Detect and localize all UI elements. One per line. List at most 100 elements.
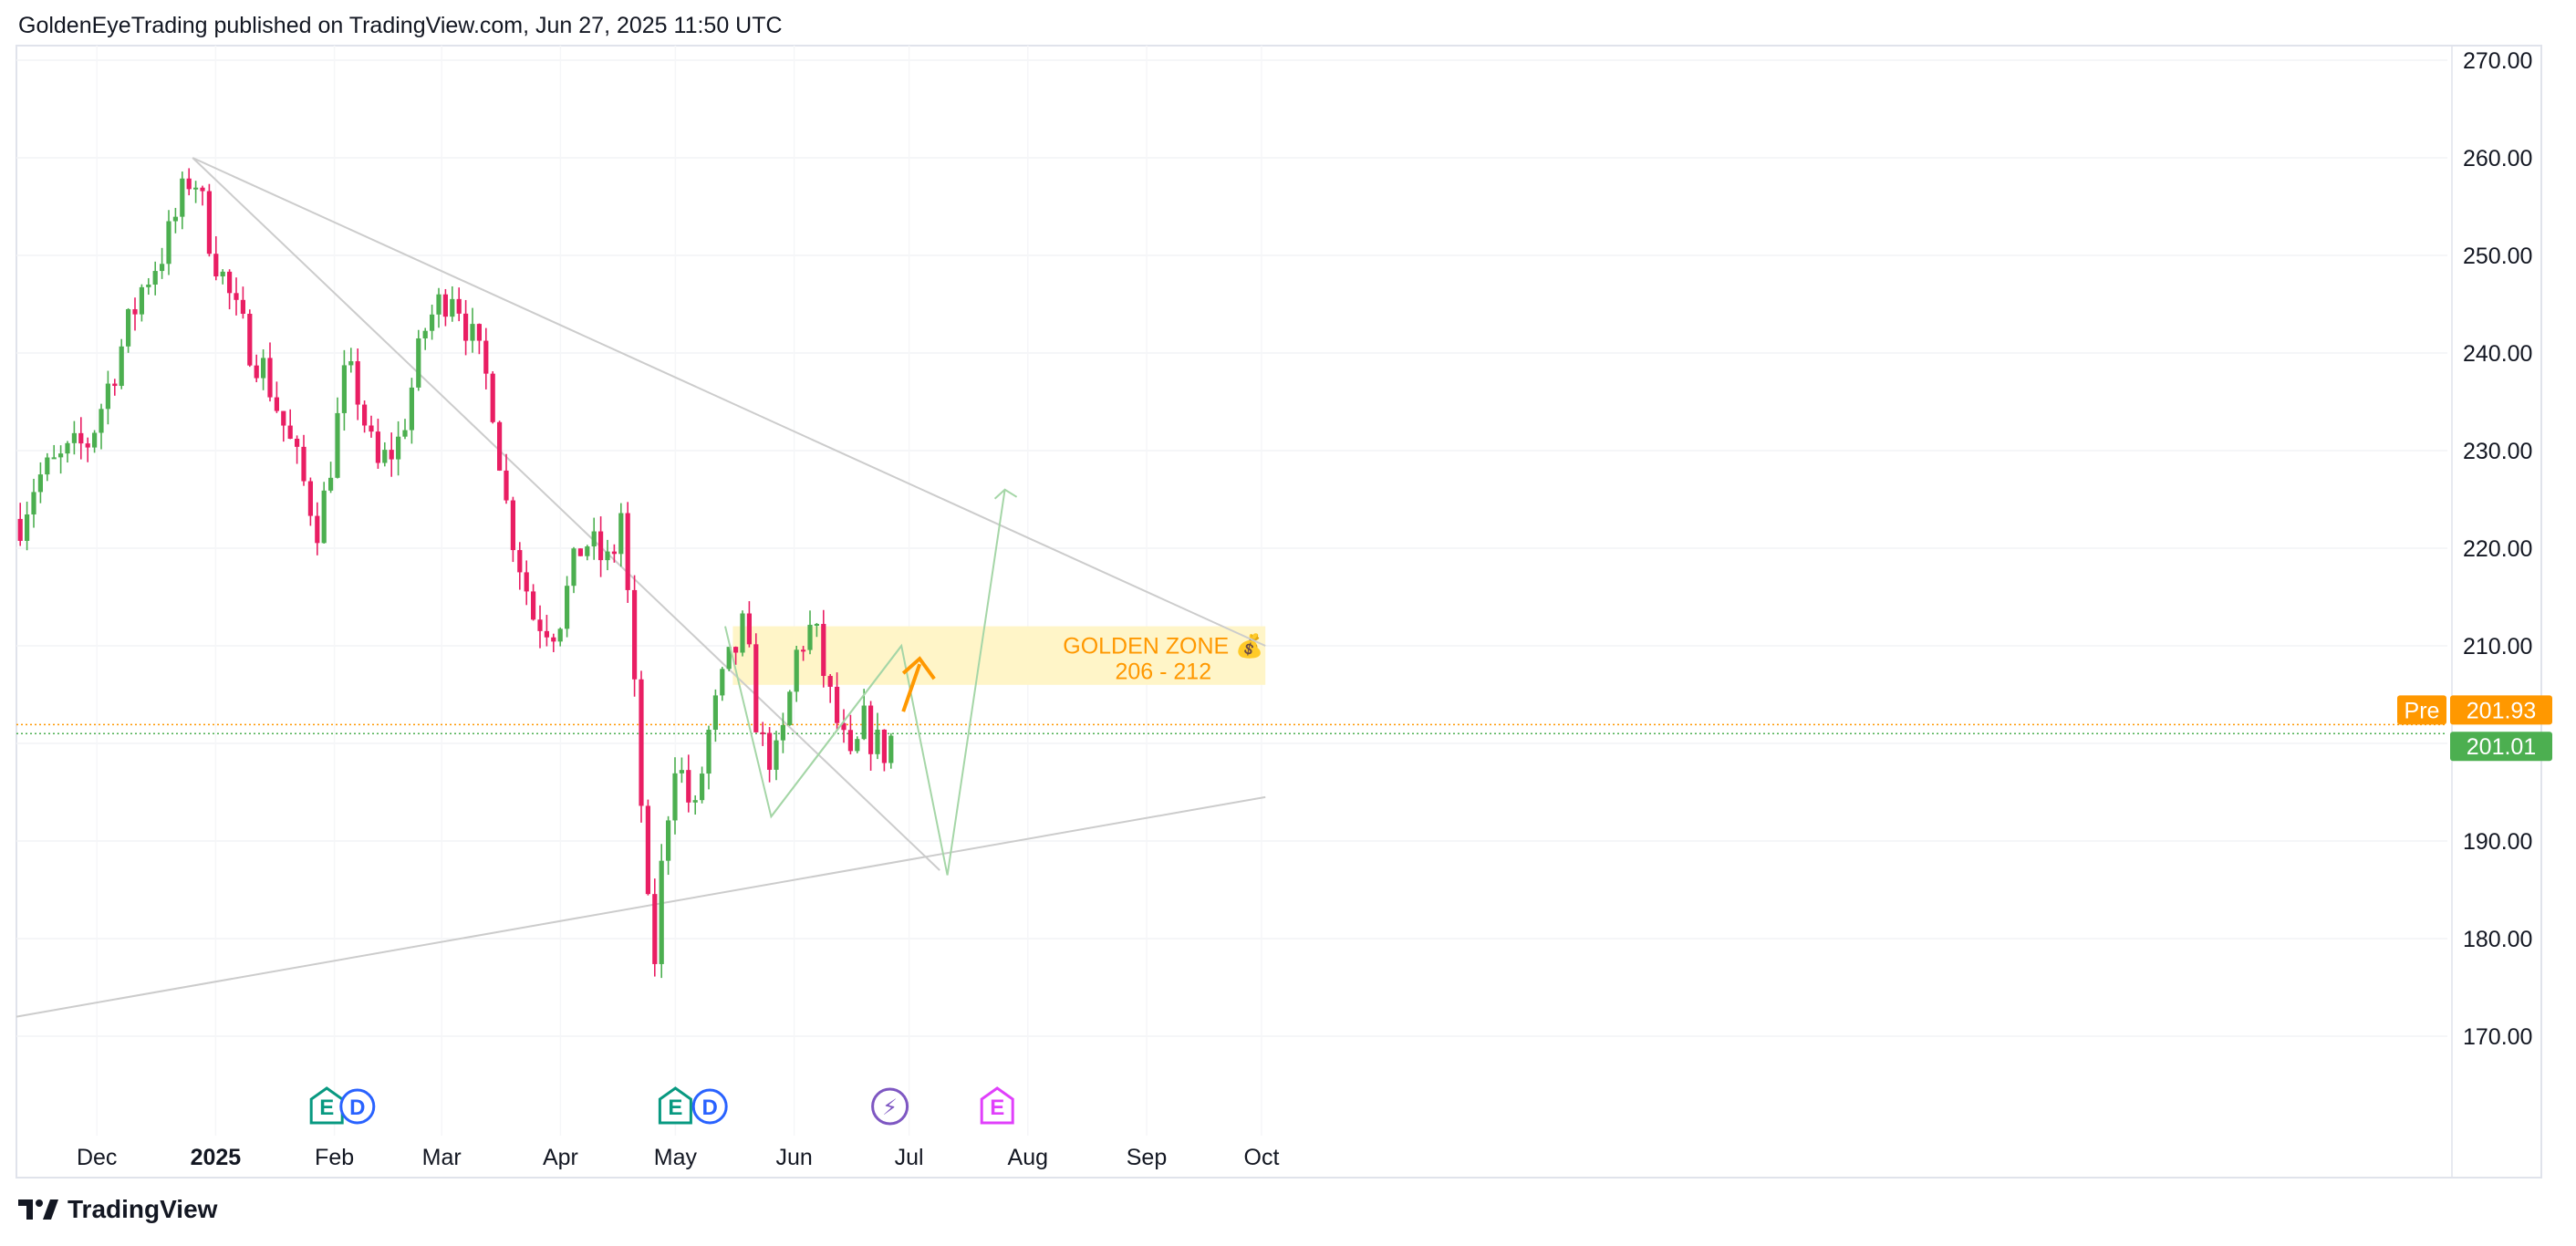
price-label-tag: Pre	[2405, 698, 2440, 723]
footer-brand[interactable]: TradingView	[18, 1195, 217, 1224]
candle	[537, 619, 543, 631]
candle	[517, 550, 523, 573]
candle	[220, 271, 225, 277]
candle	[78, 432, 84, 444]
candle	[25, 514, 30, 541]
brand-name: TradingView	[68, 1195, 218, 1223]
candle	[767, 732, 773, 770]
y-tick-label: 260.00	[2463, 146, 2532, 171]
candle	[348, 361, 354, 366]
candle	[152, 271, 158, 285]
candle	[551, 637, 556, 642]
x-tick-label: Apr	[543, 1145, 578, 1170]
candle	[409, 387, 414, 431]
candle	[821, 624, 826, 677]
event-marker-label: E	[668, 1095, 682, 1120]
projection-path	[770, 489, 1006, 876]
candle	[780, 724, 785, 741]
candle	[369, 425, 374, 432]
candle	[126, 308, 131, 347]
dividend-icon	[339, 1088, 376, 1125]
candle	[544, 630, 549, 638]
candle	[450, 298, 455, 317]
candle	[436, 294, 441, 315]
candle	[746, 613, 752, 645]
golden-zone-label: GOLDEN ZONE 💰	[1063, 633, 1263, 660]
candle	[801, 649, 806, 652]
candle	[881, 729, 887, 763]
candle	[585, 546, 590, 556]
candles	[17, 168, 894, 979]
candle	[679, 770, 684, 774]
x-tick-label: Dec	[77, 1145, 117, 1170]
candle	[422, 330, 428, 338]
candle	[261, 358, 266, 379]
candle	[598, 531, 604, 561]
candle	[740, 613, 745, 653]
candle	[611, 551, 617, 555]
candle	[160, 264, 165, 272]
candle	[531, 591, 536, 620]
event-marker-label: ⚡	[882, 1095, 898, 1120]
candle	[510, 500, 515, 551]
candle	[287, 425, 293, 440]
candle	[618, 513, 624, 555]
event-marker-label: E	[990, 1095, 1004, 1120]
price-label-tag-bg	[2397, 695, 2446, 725]
candle	[868, 705, 874, 754]
x-tick-label: 2025	[191, 1145, 242, 1170]
x-tick-label: Feb	[315, 1145, 354, 1170]
candle	[37, 474, 43, 493]
candle	[835, 686, 840, 723]
dividend-icon	[691, 1088, 728, 1125]
candle	[382, 450, 388, 463]
publish-attribution: GoldenEyeTrading published on TradingVie…	[18, 13, 783, 38]
candle	[281, 410, 286, 426]
candle	[847, 730, 853, 752]
candle	[172, 216, 178, 222]
candle	[71, 432, 77, 443]
candle	[814, 624, 819, 627]
candle	[807, 624, 813, 650]
y-tick-label: 170.00	[2463, 1024, 2532, 1050]
candle	[557, 628, 563, 642]
candle	[659, 860, 664, 964]
candle	[315, 515, 320, 544]
candle	[888, 735, 894, 763]
golden-zone-range: 206 - 212	[1115, 659, 1211, 685]
y-tick-label: 230.00	[2463, 439, 2532, 464]
candle	[112, 383, 118, 387]
candle	[362, 404, 368, 426]
x-tick-label: Mar	[422, 1145, 462, 1170]
candle	[497, 421, 503, 471]
candle	[470, 324, 475, 341]
candle	[753, 644, 759, 732]
candle	[99, 409, 104, 433]
price-label-value: 201.01	[2467, 734, 2536, 760]
candle	[119, 346, 124, 387]
x-tick-label: May	[654, 1145, 698, 1170]
candle	[712, 695, 718, 731]
candle	[51, 457, 57, 460]
x-tick-label: Jul	[895, 1145, 924, 1170]
candle	[31, 492, 36, 514]
candle	[625, 513, 630, 590]
candle	[430, 314, 435, 331]
candle	[254, 365, 259, 379]
candle	[341, 365, 347, 413]
event-marker: E	[309, 1086, 344, 1125]
candle	[483, 340, 489, 374]
candle	[166, 221, 171, 265]
candle	[234, 293, 239, 300]
event-marker: E	[980, 1086, 1014, 1125]
candle	[355, 361, 360, 405]
event-marker: D	[339, 1088, 376, 1125]
candle	[193, 187, 199, 190]
candle	[247, 314, 253, 366]
event-marker: ⚡	[871, 1087, 909, 1126]
candle	[760, 732, 765, 734]
x-tick-label: Oct	[1244, 1145, 1280, 1170]
candle	[774, 740, 779, 770]
y-tick-label: 190.00	[2463, 829, 2532, 855]
